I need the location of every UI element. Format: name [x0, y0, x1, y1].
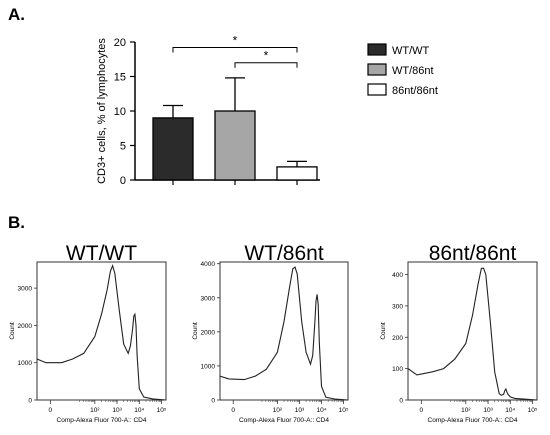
- y-tick-label: 4000: [201, 261, 216, 268]
- y-tick-label: 15: [114, 72, 126, 84]
- plot-frame: [407, 261, 538, 401]
- x-tick-label: 10³: [112, 407, 122, 414]
- legend-label: 86nt/86nt: [392, 85, 438, 97]
- histogram-line: [407, 267, 538, 401]
- x-tick-label: 10³: [483, 407, 493, 414]
- y-tick-label: 2000: [201, 329, 216, 336]
- y-tick-label: 20: [114, 37, 126, 49]
- y-tick-label: 1000: [201, 363, 216, 370]
- bar: [214, 110, 256, 181]
- histogram-86nt-86nt: 86nt/86nt 0 100 200 300 400 Count 0 10² 10³ 10⁴ 10⁵…: [380, 242, 538, 424]
- panel-a-label: A.: [8, 5, 25, 24]
- panel-b-label: B.: [8, 213, 25, 232]
- x-tick-label: 10⁴: [505, 407, 515, 414]
- y-tick-label: 5: [120, 141, 126, 153]
- significance-marker: *: [264, 49, 269, 63]
- y-tick-label: 2000: [18, 323, 33, 330]
- y-tick-label: 0: [211, 398, 215, 405]
- y-tick-label: 100: [392, 366, 403, 373]
- x-tick-label: 10⁵: [157, 407, 167, 414]
- y-axis-label: CD3+ cells, % of lymphocytes: [96, 38, 108, 184]
- histogram-line: [219, 266, 349, 401]
- y-axis-label: Count: [192, 322, 199, 340]
- y-tick-label: 0: [399, 398, 403, 405]
- histogram-wt-wt: WT/WT 0 1000 2000 3000 Count 0 10² 10³ 10⁴ 10⁵ Comp…: [9, 242, 167, 424]
- plot-frame: [36, 261, 167, 401]
- y-tick-label: 400: [392, 272, 403, 279]
- x-tick-label: 10²: [273, 407, 283, 414]
- significance-marker: *: [233, 34, 238, 48]
- histogram-wt-86nt: WT/86nt 0 1000 2000 3000 4000 Count 0 10² 10³ 10⁴ 1…: [192, 242, 349, 424]
- bar-chart: 0 5 10 15 20 CD3+ cells, % of lymphocytes * * WT…: [96, 34, 438, 187]
- y-tick-label: 1000: [18, 360, 33, 367]
- legend-label: WT/86nt: [392, 65, 434, 77]
- x-axis-label: Comp-Alexa Fluor 700-A:: CD4: [428, 417, 518, 424]
- significance-bracket: [234, 62, 298, 68]
- x-tick-label: 10²: [90, 407, 100, 414]
- y-tick-label: 0: [120, 175, 126, 187]
- histogram-title: WT/WT: [66, 242, 137, 265]
- x-tick-label: 10³: [295, 407, 305, 414]
- x-axis-label: Comp-Alexa Fluor 700-A:: CD4: [57, 417, 147, 424]
- y-tick-label: 3000: [201, 295, 216, 302]
- y-tick-label: 3000: [18, 286, 33, 293]
- significance-bracket: [172, 47, 298, 53]
- x-tick-label: 0: [49, 407, 53, 414]
- y-tick-label: 200: [392, 335, 403, 342]
- x-tick-label: 0: [420, 407, 424, 414]
- x-tick-label: 10⁵: [528, 407, 538, 414]
- histogram-title: WT/86nt: [244, 242, 324, 265]
- y-tick-label: 10: [114, 106, 126, 118]
- y-axis-label: Count: [380, 322, 387, 340]
- legend-swatch: [367, 63, 387, 76]
- x-axis-label: Comp-Alexa Fluor 700-A:: CD4: [239, 417, 329, 424]
- x-tick-label: 10⁵: [339, 407, 349, 414]
- histogram-title: 86nt/86nt: [429, 242, 517, 265]
- legend-swatch: [367, 43, 387, 56]
- x-tick-label: 10⁴: [317, 407, 327, 414]
- legend-swatch: [367, 83, 387, 96]
- legend-label: WT/WT: [392, 45, 430, 57]
- bar: [276, 166, 318, 181]
- histogram-line: [36, 264, 167, 401]
- y-axis-label: Count: [9, 322, 16, 340]
- x-tick-label: 0: [231, 407, 235, 414]
- y-tick-label: 300: [392, 303, 403, 310]
- bar: [152, 117, 194, 181]
- x-tick-label: 10²: [461, 407, 471, 414]
- y-tick-label: 0: [28, 398, 32, 405]
- x-tick-label: 10⁴: [134, 407, 144, 414]
